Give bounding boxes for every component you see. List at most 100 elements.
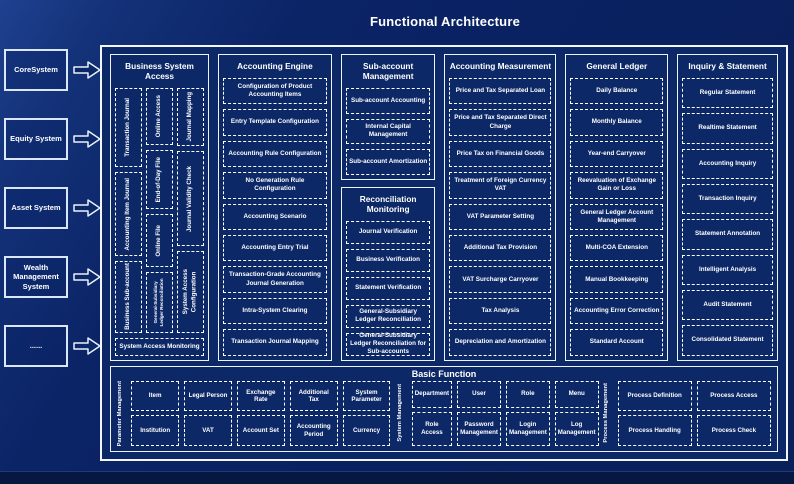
function-columns: Business System Access Transaction Journ…	[110, 54, 778, 361]
basic-function-panel: Basic Function Parameter Management Item…	[110, 365, 778, 452]
function-item: Price Tax on Financial Goods	[449, 140, 552, 168]
function-item: General-Subsidiary Ledger Reconciliation…	[345, 332, 431, 356]
function-item: Depreciation and Amortization	[449, 329, 552, 356]
function-item: VAT	[184, 415, 232, 446]
function-item: Manual Bookkeeping	[570, 266, 664, 293]
source-row: ......	[4, 325, 102, 367]
function-item: Entry Template Configuration	[223, 109, 327, 136]
group-label-process-management: Process Management	[603, 383, 610, 444]
function-item: Accounting Scenario	[223, 203, 327, 230]
function-item: Intra-System Clearing	[223, 297, 327, 325]
process-management-grid: Process Definition Process Access Proces…	[617, 380, 771, 446]
group-label-parameter-management: Parameter Management	[117, 380, 123, 446]
function-item: Intelligent Analysis	[682, 254, 773, 285]
column-inquiry-statement: Inquiry & Statement Regular Statement Re…	[677, 54, 778, 361]
function-item: Accounting Period	[289, 415, 338, 446]
function-item: Item	[131, 380, 180, 412]
function-item: Accounting Item Journal	[115, 171, 142, 256]
function-item: User	[457, 380, 501, 408]
function-item: Statement Annotation	[682, 219, 773, 250]
basic-function-title: Basic Function	[411, 368, 477, 379]
source-box-equity-system: Equity System	[4, 118, 68, 160]
function-item: Transaction-Grade Accounting Journal Gen…	[223, 266, 327, 293]
function-item: Additional Tax Provision	[449, 234, 552, 262]
function-item: Journal Mapping	[177, 87, 204, 146]
parameter-management-grid: Item Legal Person Exchange Rate Addition…	[131, 380, 391, 446]
panel-reconciliation-monitoring: Reconciliation Monitoring Journal Verifi…	[340, 186, 436, 361]
function-item: No Generation Rule Configuration	[223, 172, 327, 199]
function-item: VAT Parameter Setting	[449, 203, 552, 230]
function-item: System Parameter	[342, 380, 391, 412]
function-item: Department	[411, 380, 453, 408]
basic-function-groups: Parameter Management Item Legal Person E…	[117, 380, 771, 446]
function-item: Account Set	[236, 415, 285, 446]
function-item: Configuration of Product Accounting Item…	[223, 77, 327, 105]
column-title: Inquiry & Statement	[688, 61, 767, 71]
group-label-system-management: System Management	[397, 384, 404, 443]
function-item: Sub-account Amortization	[345, 149, 431, 175]
function-item: Process Handling	[617, 415, 692, 446]
flow-arrow-icon	[73, 199, 101, 217]
function-item: General-Subsidiary Ledger Reconciliation	[345, 304, 431, 328]
column-title: Accounting Measurement	[449, 61, 552, 71]
function-item: Statement Verification	[345, 276, 431, 300]
function-item: Process Definition	[617, 380, 692, 412]
function-item: Price and Tax Separated Loan	[449, 77, 552, 105]
function-item: Business Verification	[345, 248, 431, 272]
function-item: Journal Validity Check	[177, 151, 204, 247]
function-item: Online File	[146, 214, 173, 267]
function-item: Sub-account Accounting	[345, 87, 431, 114]
function-item: Transaction Journal	[115, 87, 142, 167]
function-item: Password Management	[457, 411, 501, 446]
bsa-subcol-3: Journal Mapping Journal Validity Check S…	[177, 87, 204, 333]
function-item: Journal Verification	[345, 220, 431, 244]
function-item: Standard Account	[570, 329, 664, 356]
column-accounting-engine: Accounting Engine Configuration of Produ…	[218, 54, 332, 361]
function-item: Accounting Rule Configuration	[223, 140, 327, 168]
page-title: Functional Architecture	[369, 14, 521, 29]
function-item: Transaction Inquiry	[682, 183, 773, 215]
source-row: CoreSystem	[4, 49, 102, 91]
function-item: Additional Tax	[289, 380, 338, 412]
function-item: Legal Person	[184, 380, 232, 412]
column-title: Business System Access	[125, 61, 194, 81]
column-title: General Ledger	[586, 61, 648, 71]
source-row: Asset System	[4, 187, 102, 229]
function-item: Role Access	[411, 411, 453, 446]
column-general-ledger: General Ledger Daily Balance Monthly Bal…	[565, 54, 669, 361]
function-item: Log Management	[554, 411, 599, 446]
function-item: Internal Capital Management	[345, 118, 431, 145]
source-box-core-system: CoreSystem	[4, 49, 68, 91]
source-box-asset-system: Asset System	[4, 187, 68, 229]
source-box-wealth-management-system: Wealth Management System	[4, 256, 68, 298]
flow-arrow-icon	[73, 337, 101, 355]
function-item: Currency	[342, 415, 391, 446]
source-row: Wealth Management System	[4, 256, 102, 298]
column-business-system-access: Business System Access Transaction Journ…	[110, 54, 210, 361]
flow-arrow-icon	[73, 268, 101, 286]
function-item: Online Access	[146, 87, 173, 146]
function-item: VAT Surcharge Carryover	[449, 266, 552, 293]
function-item: General-Subsidiary Ledger Reconciliation	[146, 271, 173, 333]
column-subaccount-reconciliation: Sub-account Management Sub-account Accou…	[340, 54, 436, 361]
flow-arrow-icon	[73, 61, 101, 79]
column-title: Reconciliation Monitoring	[359, 193, 417, 214]
function-item: Consolidated Statement	[682, 325, 773, 356]
function-item: System Access Monitoring	[115, 337, 205, 356]
bottom-strip	[0, 471, 794, 484]
function-item: End-of-Day File	[146, 150, 173, 210]
function-item: Treatment of Foreign Currency VAT	[449, 172, 552, 199]
function-item: Process Access	[696, 380, 771, 412]
function-item: Multi-COA Extension	[570, 234, 664, 262]
panel-sub-account-management: Sub-account Management Sub-account Accou…	[340, 54, 436, 180]
main-container: Business System Access Transaction Journ…	[100, 45, 788, 461]
function-item: Daily Balance	[570, 77, 664, 105]
function-item: Accounting Error Correction	[570, 297, 664, 325]
column-accounting-measurement: Accounting Measurement Price and Tax Sep…	[444, 54, 557, 361]
function-item: System Access Configuration	[177, 251, 204, 333]
source-box-other-systems: ......	[4, 325, 68, 367]
function-item: Menu	[554, 380, 599, 408]
flow-arrow-icon	[73, 130, 101, 148]
function-item: Reevaluation of Exchange Gain or Loss	[570, 172, 664, 199]
